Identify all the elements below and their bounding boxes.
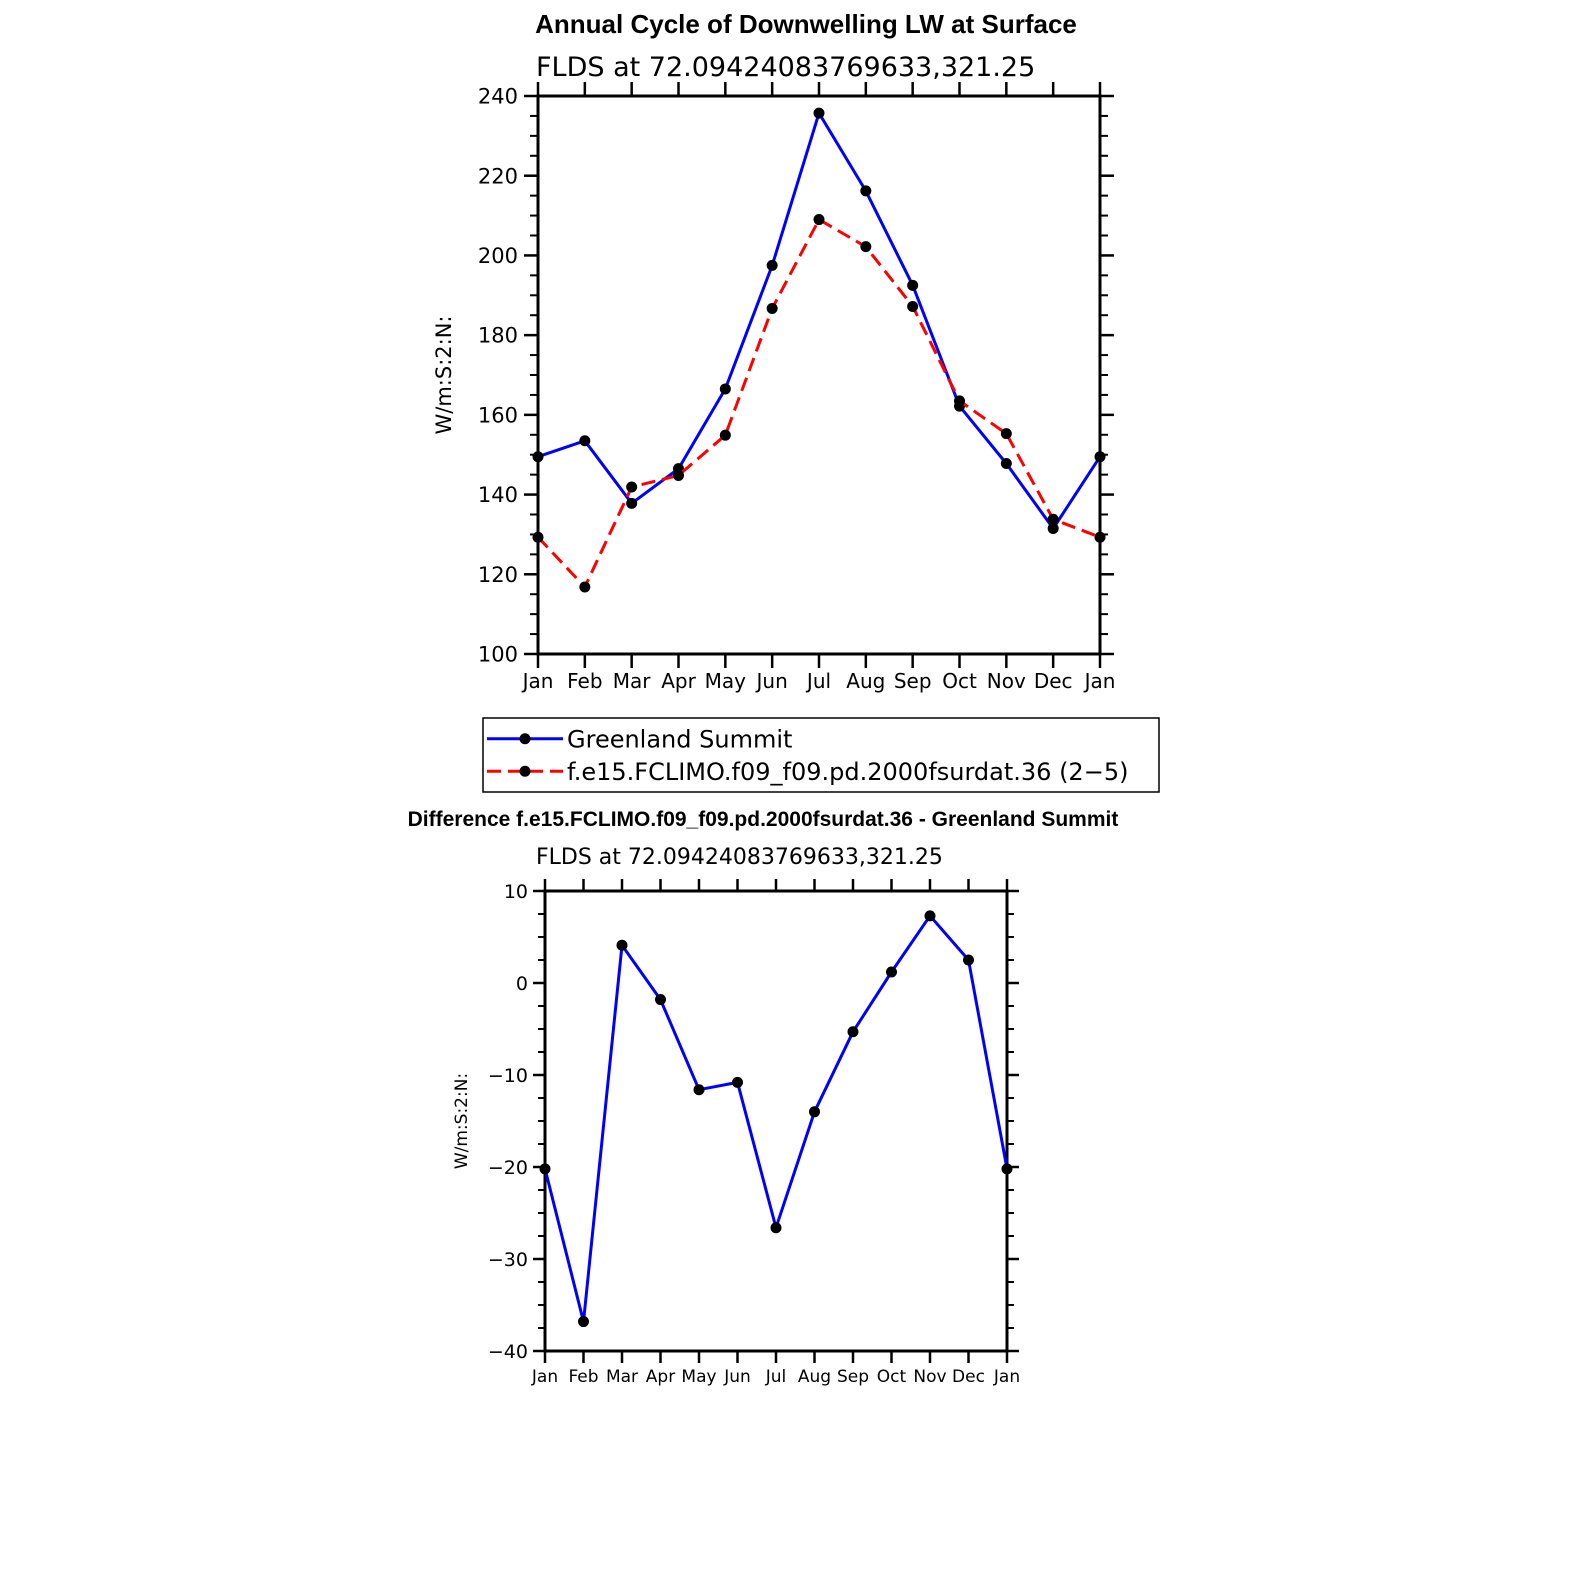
x-tick-label: Dec (952, 1367, 985, 1387)
x-tick-label: Jul (805, 669, 831, 693)
data-point (732, 1076, 743, 1088)
y-tick-label: 240 (478, 85, 518, 109)
x-tick-label: Nov (913, 1367, 946, 1387)
data-point (539, 1163, 551, 1175)
y-tick-label: 180 (478, 324, 518, 348)
data-point (907, 279, 919, 291)
data-point (766, 302, 778, 314)
x-tick-label: Aug (798, 1367, 831, 1387)
y-axis-label: W/m:S:2:N: (432, 316, 456, 435)
x-tick-label: Jan (1083, 669, 1116, 693)
y-tick-label: −10 (488, 1065, 528, 1087)
x-tick-label: Mar (606, 1367, 638, 1387)
data-point (1047, 522, 1059, 534)
data-point (693, 1084, 705, 1096)
y-axis-label: W/m:S:2:N: (452, 1073, 472, 1169)
data-point (626, 497, 638, 509)
series-line (536, 218, 1101, 589)
data-point (626, 481, 638, 493)
y-tick-label: −40 (488, 1341, 528, 1363)
x-tick-label: Jan (521, 669, 554, 693)
y-tick-label: 160 (478, 403, 518, 427)
data-point (1001, 1163, 1013, 1175)
data-point (886, 966, 897, 978)
legend-box (482, 717, 1160, 793)
x-tick-label: Apr (646, 1367, 675, 1387)
legend-swatch-marker (519, 765, 531, 777)
x-tick-label: Feb (568, 1367, 598, 1387)
x-tick-label: Oct (942, 669, 977, 693)
data-point (924, 910, 936, 922)
chart-subtitle: FLDS at 72.09424083769633,321.25 (536, 845, 943, 870)
data-point (719, 429, 731, 441)
series-line (537, 111, 1102, 530)
x-tick-label: May (705, 669, 747, 693)
series-line (543, 914, 1009, 1324)
x-tick-label: Jan (531, 1367, 558, 1387)
x-tick-label: Aug (846, 669, 885, 693)
data-point (860, 185, 872, 197)
plot-frame (543, 889, 1009, 1353)
data-point (770, 1222, 782, 1234)
y-tick-label: 0 (516, 973, 528, 995)
legend-entry: f.e15.FCLIMO.f09_f09.pd.2000fsurdat.36 (… (567, 758, 1128, 786)
y-tick-label: 200 (478, 244, 518, 268)
legend: Greenland Summit f.e15.FCLIMO.f09_f09.pd.… (482, 717, 1160, 793)
data-point (1047, 513, 1059, 525)
data-point (719, 383, 731, 395)
data-point (1000, 457, 1012, 469)
y-tick-label: 140 (478, 483, 518, 507)
data-point (579, 435, 591, 447)
y-tick-label: 10 (504, 881, 528, 903)
chart-title: Difference f.e15.FCLIMO.f09_f09.pd.2000f… (408, 808, 1119, 831)
x-tick-label: Jun (723, 1367, 751, 1387)
data-point (766, 259, 778, 271)
x-tick-label: Nov (987, 669, 1026, 693)
data-point (616, 939, 628, 951)
y-tick-label: −20 (488, 1157, 528, 1179)
data-point (963, 954, 974, 966)
x-tick-label: May (681, 1367, 716, 1387)
x-tick-label: Feb (567, 669, 602, 693)
data-point (532, 531, 544, 543)
x-tick-label: Apr (661, 669, 696, 693)
data-point (579, 581, 591, 593)
data-point (655, 994, 666, 1006)
data-point (809, 1106, 820, 1118)
legend-swatch-marker (519, 733, 531, 745)
data-point (860, 241, 872, 253)
x-tick-label: Jan (993, 1367, 1020, 1387)
data-point (813, 107, 825, 119)
chart-subtitle: FLDS at 72.09424083769633,321.25 (536, 52, 1035, 83)
data-point (673, 469, 684, 481)
y-tick-label: 220 (478, 164, 518, 188)
data-point (532, 451, 544, 463)
x-tick-label: Jun (755, 669, 788, 693)
chart-title: Annual Cycle of Downwelling LW at Surfac… (535, 9, 1077, 39)
x-tick-label: Sep (894, 669, 932, 693)
y-tick-label: 120 (478, 563, 518, 587)
data-point (907, 300, 919, 312)
data-point (847, 1026, 859, 1038)
data-point (1000, 428, 1012, 440)
y-tick-label: −30 (488, 1249, 528, 1271)
data-point (954, 395, 965, 407)
x-tick-label: Sep (837, 1367, 869, 1387)
x-tick-label: Dec (1034, 669, 1073, 693)
x-tick-label: Jul (765, 1367, 787, 1387)
data-point (1094, 531, 1106, 543)
data-point (578, 1316, 589, 1328)
annual-cycle-chart: Annual Cycle of Downwelling LW at Surfac… (432, 9, 1160, 793)
data-point (813, 214, 825, 226)
plot-frame (536, 94, 1102, 656)
legend-entry: Greenland Summit (567, 725, 792, 753)
data-point (1094, 451, 1106, 463)
y-tick-label: 100 (478, 643, 518, 667)
x-tick-label: Mar (613, 669, 652, 693)
difference-chart: Difference f.e15.FCLIMO.f09_f09.pd.2000f… (408, 808, 1119, 1387)
x-tick-label: Oct (877, 1367, 907, 1387)
